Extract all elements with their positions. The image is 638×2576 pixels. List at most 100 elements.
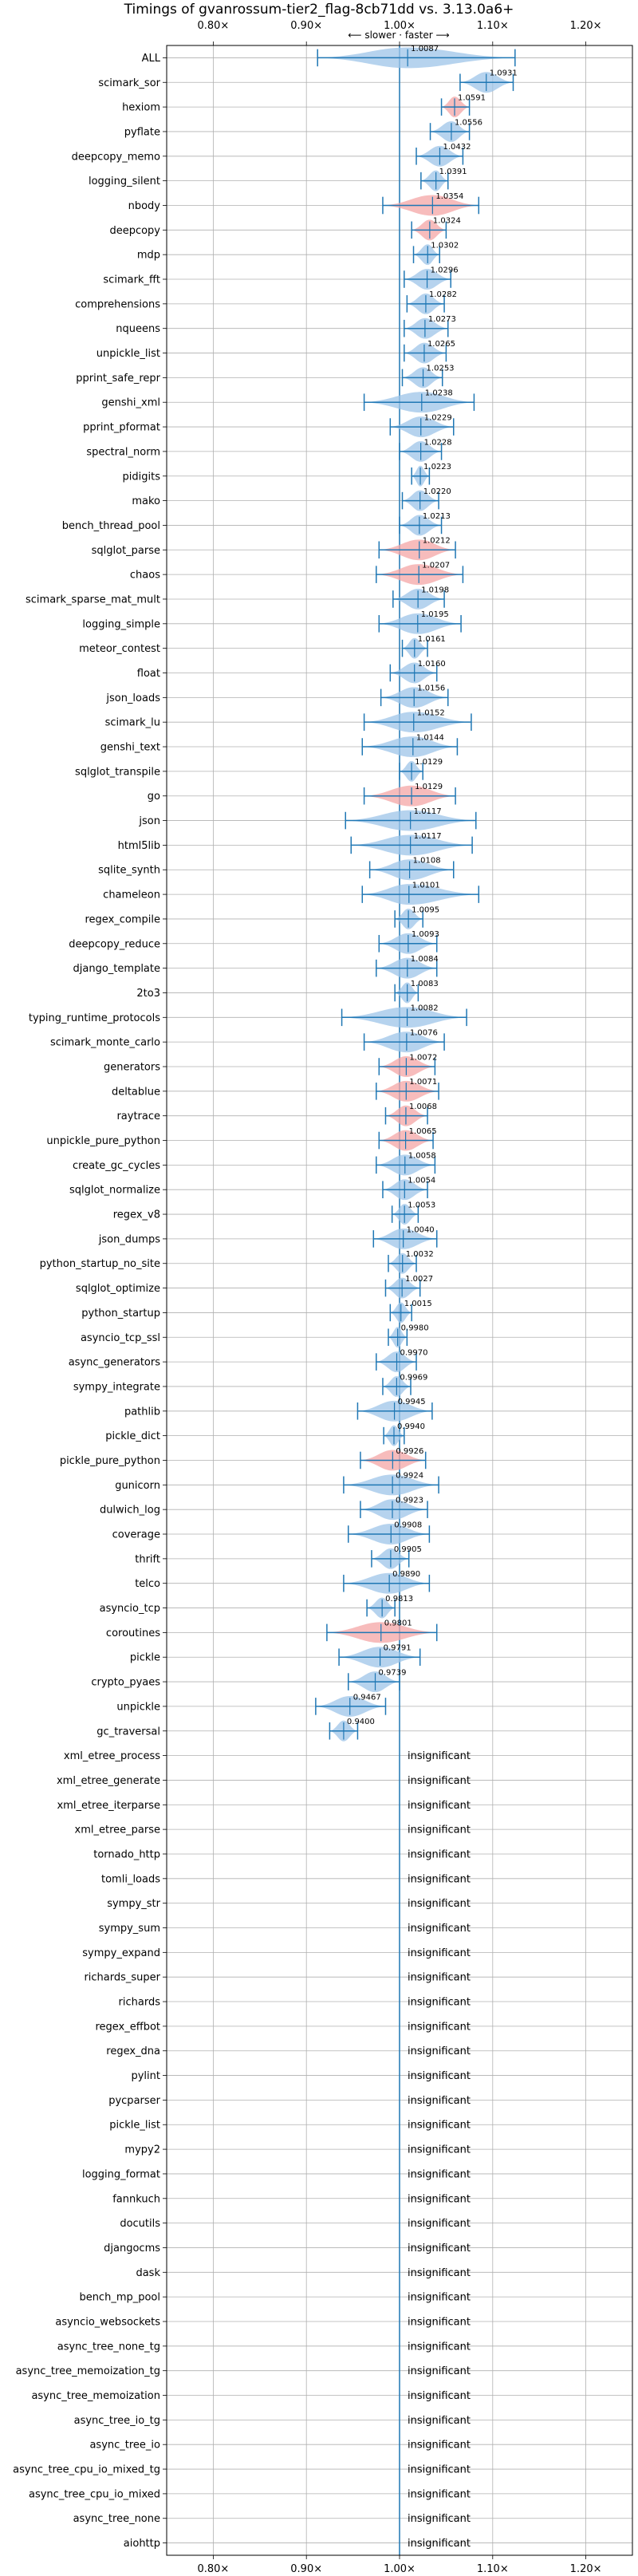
x-tick-label-top: 0.80× — [197, 20, 229, 32]
value-label: 1.0071 — [409, 1078, 437, 1087]
category-label: deltablue — [112, 1086, 160, 1098]
marks-layer — [315, 45, 516, 2555]
category-label: async_tree_cpu_io_mixed_tg — [13, 2464, 160, 2476]
category-label: pprint_safe_repr — [76, 373, 160, 385]
value-label: 1.0095 — [412, 905, 439, 914]
category-label: django_template — [73, 963, 160, 975]
value-label: 0.9926 — [396, 1447, 423, 1456]
insignificant-label: insignificant — [408, 1848, 471, 1860]
x-tick-label-top: 0.90× — [290, 20, 322, 32]
category-label: async_tree_none — [73, 2513, 160, 2525]
value-label: 1.0273 — [428, 315, 456, 324]
insignificant-label: insignificant — [408, 2513, 471, 2525]
category-label: logging_format — [82, 2168, 160, 2180]
value-label: 1.0161 — [418, 635, 446, 644]
value-label: 1.0058 — [408, 1152, 436, 1161]
value-label: 1.0117 — [414, 807, 442, 816]
category-label: pickle_list — [109, 2120, 160, 2132]
category-label: raytrace — [116, 1110, 160, 1122]
value-label: 1.0296 — [431, 266, 459, 274]
category-label: float — [137, 668, 160, 680]
category-label: mdp — [137, 250, 160, 262]
category-label: sqlglot_normalize — [69, 1185, 160, 1197]
category-label: pathlib — [124, 1406, 160, 1418]
category-label: logging_silent — [89, 176, 160, 187]
category-label: asyncio_websockets — [55, 2316, 160, 2328]
value-label: 1.0354 — [435, 192, 463, 201]
category-label: pylint — [131, 2070, 160, 2082]
grid-layer — [163, 41, 632, 2559]
value-label: 1.0076 — [410, 1029, 438, 1038]
category-label: docutils — [120, 2218, 160, 2230]
insignificant-label: insignificant — [408, 1898, 471, 1910]
category-label: mako — [132, 495, 160, 507]
category-label: python_startup_no_site — [40, 1258, 160, 1270]
category-label: thrift — [135, 1553, 160, 1565]
category-label: regex_effbot — [95, 2021, 160, 2033]
value-label: 1.0015 — [404, 1300, 432, 1308]
category-label: asyncio_tcp_ssl — [81, 1332, 160, 1344]
value-label: 1.0265 — [427, 340, 455, 349]
value-label: 1.0556 — [455, 118, 482, 127]
value-label: 1.0931 — [490, 69, 518, 78]
value-label: 1.0238 — [425, 389, 453, 398]
insignificant-label: insignificant — [408, 2218, 471, 2230]
insignificant-label: insignificant — [408, 2021, 471, 2033]
category-label: pidigits — [123, 471, 161, 483]
insignificant-label: insignificant — [408, 2095, 471, 2107]
category-label: tomli_loads — [101, 1873, 160, 1885]
value-label: 0.9467 — [353, 1693, 381, 1702]
category-label: regex_dna — [106, 2045, 160, 2057]
category-label: async_tree_cpu_io_mixed — [29, 2488, 160, 2500]
category-label: regex_compile — [85, 913, 160, 925]
category-label: sqlglot_transpile — [75, 766, 160, 778]
category-label: scimark_lu — [105, 717, 160, 729]
value-label: 1.0212 — [423, 537, 451, 546]
category-label: sqlglot_parse — [92, 545, 160, 557]
value-label: 1.0084 — [411, 955, 439, 964]
value-label: 1.0032 — [406, 1250, 434, 1259]
insignificant-label: insignificant — [408, 2243, 471, 2254]
value-label: 1.0156 — [417, 684, 445, 693]
category-label: sqlite_synth — [98, 865, 160, 877]
category-label: pickle — [130, 1652, 160, 1664]
insignificant-label: insignificant — [408, 1947, 471, 1959]
category-label: deepcopy_memo — [72, 151, 160, 163]
value-label: 1.0144 — [416, 733, 444, 742]
x-tick-label-bottom: 1.10× — [477, 2563, 509, 2575]
category-label: typing_runtime_protocols — [29, 1012, 160, 1024]
category-label: sympy_str — [107, 1898, 160, 1910]
value-label: 1.0065 — [409, 1127, 437, 1136]
category-label: xml_etree_generate — [57, 1775, 160, 1787]
category-label: generators — [104, 1061, 160, 1073]
value-label: 1.0027 — [405, 1275, 433, 1284]
insignificant-label: insignificant — [408, 2120, 471, 2132]
insignificant-label: insignificant — [408, 1873, 471, 1885]
value-label: 1.0207 — [422, 561, 450, 570]
value-label: 0.9400 — [347, 1718, 375, 1726]
category-label: telco — [135, 1578, 160, 1590]
value-label: 0.9969 — [400, 1373, 427, 1382]
category-label: spectral_norm — [86, 446, 160, 458]
value-label: 1.0108 — [413, 857, 441, 866]
category-label: async_tree_io — [89, 2440, 160, 2452]
insignificant-label: insignificant — [408, 1825, 471, 1836]
category-label: html5lib — [118, 840, 160, 852]
category-label: xml_etree_process — [64, 1750, 160, 1762]
category-label: async_generators — [69, 1357, 161, 1369]
category-label: richards_super — [84, 1972, 160, 1984]
value-label: 1.0223 — [423, 463, 451, 471]
value-label: 0.9923 — [396, 1497, 423, 1505]
insignificant-label: insignificant — [408, 1997, 471, 2009]
x-tick-label-bottom: 1.20× — [570, 2563, 602, 2575]
value-label: 0.9970 — [400, 1348, 427, 1357]
category-label: dulwich_log — [100, 1505, 160, 1517]
labels-layer: 0.80× 0.80× 0.90× 0.90× 1.00× 1.00× 1.10× 1.10×… — [13, 20, 601, 2575]
category-label: pickle_dict — [105, 1430, 160, 1442]
x-tick-label-top: 1.00× — [384, 20, 415, 32]
category-label: asyncio_tcp — [100, 1603, 160, 1615]
value-label: 0.9890 — [392, 1570, 420, 1579]
value-label: 1.0220 — [423, 487, 451, 496]
insignificant-label: insignificant — [408, 1800, 471, 1812]
